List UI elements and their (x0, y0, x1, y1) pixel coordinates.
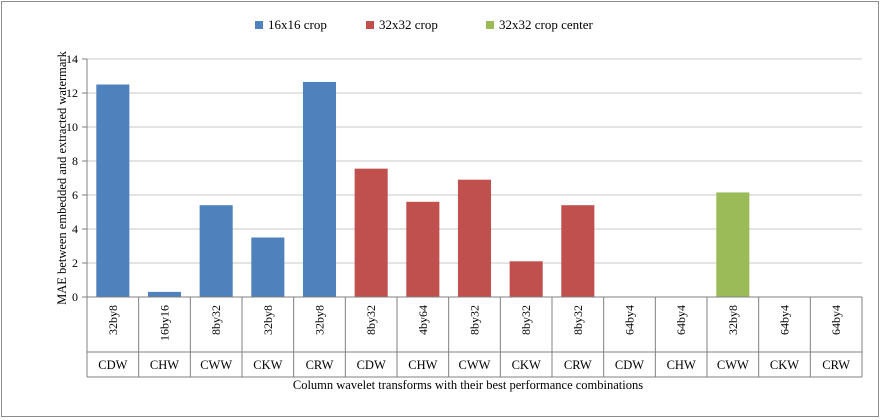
bar (199, 205, 233, 297)
category-combo-label: 64by4 (674, 305, 688, 335)
category-combo-label: 8by32 (364, 305, 378, 335)
category-combo-label: 8by32 (468, 305, 482, 335)
category-combo-label: 4by64 (416, 305, 430, 335)
legend-swatch (486, 21, 494, 29)
category-transform-label: CWW (459, 358, 491, 372)
category-transform-label: CRW (564, 358, 592, 372)
bar (147, 291, 182, 297)
category-transform-label: CHW (667, 358, 696, 372)
bar (251, 237, 285, 297)
bars (96, 81, 750, 297)
y-tick-labels: 0 2 4 6 8 10 12 14 (66, 52, 78, 304)
category-transform-label: CKW (512, 358, 541, 372)
bar (509, 261, 543, 297)
category-labels: 32by8 CDW 16by16 CHW 8by32 CWW 32by8 CKW 32by8 CR… (98, 305, 850, 372)
category-combo-label: 64by4 (829, 305, 843, 335)
category-combo-label: 8by32 (571, 305, 585, 335)
category-transform-label: CRW (822, 358, 850, 372)
bar (96, 84, 130, 297)
y-tick-label: 4 (72, 222, 78, 236)
category-transform-label: CKW (253, 358, 282, 372)
category-transform-label: CDW (98, 358, 127, 372)
category-combo-label: 8by32 (519, 305, 533, 335)
category-combo-label: 8by32 (209, 305, 223, 335)
category-combo-label: 16by16 (158, 305, 172, 341)
legend-label: 32x32 crop center (499, 17, 594, 32)
y-axis-title: MAE between embedded and extracted water… (55, 50, 69, 304)
category-transform-label: CWW (717, 358, 749, 372)
bar (302, 81, 337, 297)
category-combo-label: 64by4 (623, 305, 637, 335)
y-tick-label: 10 (66, 120, 78, 134)
bar (457, 179, 492, 297)
category-combo-label: 32by8 (261, 305, 275, 335)
category-transform-label: CRW (306, 358, 334, 372)
y-tick-label: 0 (72, 290, 78, 304)
category-transform-label: CWW (200, 358, 232, 372)
category-transform-label: CDW (357, 358, 386, 372)
category-transform-label: CHW (150, 358, 179, 372)
category-combo-label: 64by4 (778, 305, 792, 335)
y-tick-label: 14 (66, 52, 78, 66)
legend-swatch (366, 21, 374, 29)
y-tick-label: 6 (72, 188, 78, 202)
x-axis-title: Column wavelet transforms with their bes… (293, 378, 643, 392)
bar (406, 201, 440, 297)
category-transform-label: CKW (770, 358, 799, 372)
y-tick-label: 12 (66, 86, 78, 100)
legend-label: 32x32 crop (379, 17, 438, 32)
category-combo-label: 32by8 (313, 305, 327, 335)
legend-swatch (255, 21, 263, 29)
bar (716, 192, 750, 297)
legend: 16x16 crop 32x32 crop 32x32 crop center (255, 17, 594, 32)
y-tick-label: 2 (72, 256, 78, 270)
bar (561, 205, 595, 297)
axes (82, 58, 863, 378)
bar (354, 168, 388, 297)
category-combo-label: 32by8 (106, 305, 120, 335)
category-transform-label: CDW (615, 358, 644, 372)
y-tick-label: 8 (72, 154, 78, 168)
category-transform-label: CHW (408, 358, 437, 372)
category-combo-label: 32by8 (726, 305, 740, 335)
legend-label: 16x16 crop (268, 17, 327, 32)
